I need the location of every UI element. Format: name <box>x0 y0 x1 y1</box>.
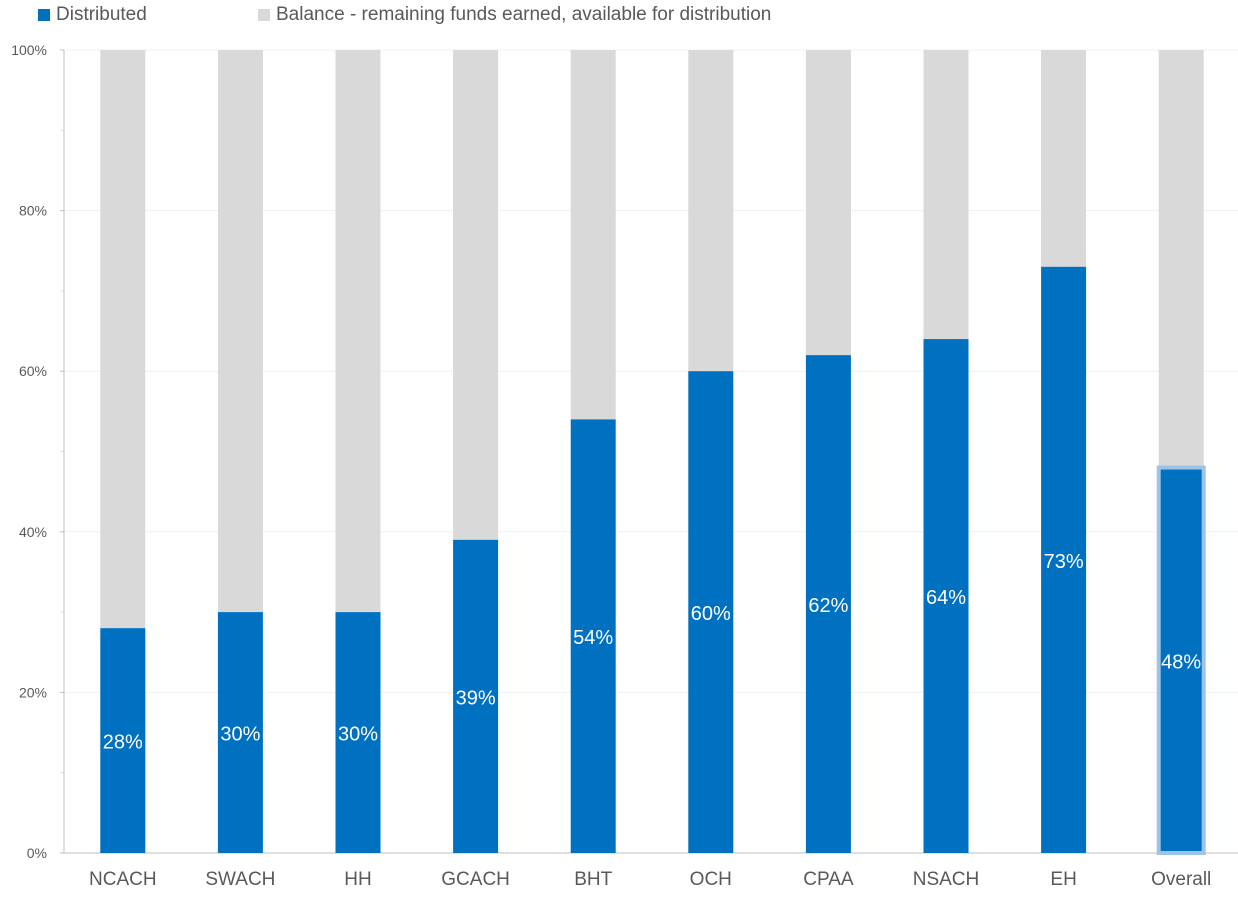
bar-distributed-nsach <box>923 339 969 854</box>
y-tick-label-100: 100% <box>11 42 47 58</box>
data-label-och: 60% <box>691 603 731 625</box>
data-label-overall: 48% <box>1161 651 1201 673</box>
bar-distributed-hh <box>335 612 381 853</box>
data-label-hh: 30% <box>338 724 378 746</box>
y-tick-label-0: 0% <box>27 845 47 861</box>
bar-balance-och <box>688 50 734 372</box>
data-label-nsach: 64% <box>926 587 966 609</box>
x-tick-label-ncach: NCACH <box>89 869 157 890</box>
legend-label-balance: Balance - remaining funds earned, availa… <box>276 4 772 25</box>
legend-label-distributed: Distributed <box>56 4 147 25</box>
data-label-ncach: 28% <box>103 732 143 754</box>
x-tick-label-bht: BHT <box>574 869 612 890</box>
bar-balance-gcach <box>453 50 499 540</box>
bar-distributed-bht <box>570 419 616 853</box>
bar-distributed-eh <box>1041 266 1087 853</box>
bar-balance-bht <box>570 50 616 420</box>
bar-distributed-overall <box>1156 465 1206 855</box>
y-tick-label-40: 40% <box>19 524 47 540</box>
y-tick-label-80: 80% <box>19 203 47 219</box>
bar-balance-swach <box>217 50 263 613</box>
x-tick-label-gcach: GCACH <box>441 869 510 890</box>
bar-distributed-ncach <box>100 628 146 853</box>
bar-balance-ncach <box>100 50 146 629</box>
bar-distributed-swach <box>217 612 263 853</box>
data-label-bht: 54% <box>573 627 613 649</box>
x-tick-label-eh: EH <box>1050 869 1076 890</box>
legend-swatch-distributed <box>38 9 50 21</box>
x-tick-label-hh: HH <box>344 869 371 890</box>
data-label-swach: 30% <box>220 724 260 746</box>
bar-balance-overall <box>1158 50 1204 468</box>
bar-balance-eh <box>1041 50 1087 267</box>
data-label-cpaa: 62% <box>808 595 848 617</box>
bar-balance-nsach <box>923 50 969 340</box>
bar-balance-hh <box>335 50 381 613</box>
x-tick-label-cpaa: CPAA <box>803 869 854 890</box>
x-tick-label-och: OCH <box>690 869 732 890</box>
legend-item-balance: Balance - remaining funds earned, availa… <box>258 4 771 26</box>
y-tick-label-60: 60% <box>19 363 47 379</box>
y-tick-label-20: 20% <box>19 684 47 700</box>
legend-item-distributed: Distributed <box>38 4 147 26</box>
data-label-gcach: 39% <box>456 687 496 709</box>
bar-distributed-och <box>688 371 734 853</box>
x-tick-label-overall: Overall <box>1151 869 1211 890</box>
bar-balance-cpaa <box>805 50 851 356</box>
data-label-eh: 73% <box>1044 551 1084 573</box>
legend-swatch-balance <box>258 9 270 21</box>
x-tick-label-nsach: NSACH <box>913 869 980 890</box>
bar-distributed-gcach <box>453 539 499 853</box>
x-tick-label-swach: SWACH <box>205 869 275 890</box>
bar-distributed-cpaa <box>805 355 851 853</box>
